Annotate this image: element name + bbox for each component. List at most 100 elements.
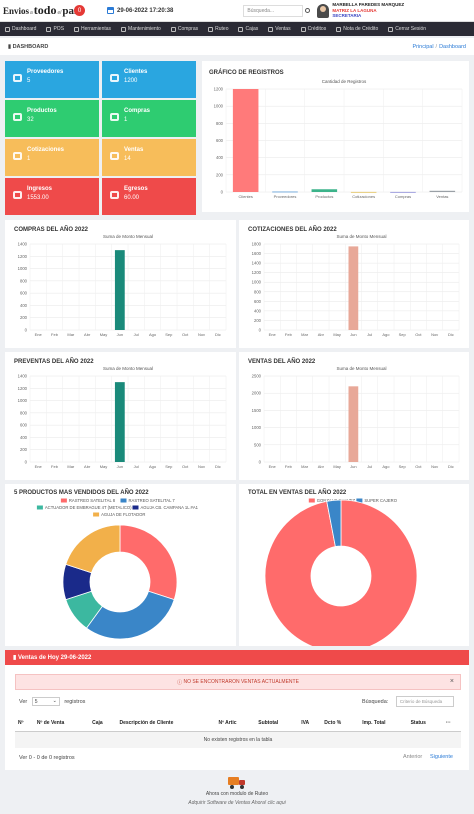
brand-logo[interactable]: Envios a todo el país [0,3,81,18]
x-tick-label: Oct [415,332,422,337]
nav-nota-credito[interactable]: Nota de Crédito [331,22,383,36]
tile-label: Ventas [124,147,144,153]
total-ventas-title: TOTAL EN VENTAS DEL AÑO 2022 [248,490,347,496]
tile-label: Egresos [124,186,148,192]
notification-bell-icon[interactable]: 0 [74,5,85,16]
compras-title: COMPRAS DEL AÑO 2022 [14,227,89,233]
tile-cotizaciones[interactable]: Cotizaciones 1 [5,139,99,176]
calendar-icon [107,7,114,14]
user-menu[interactable]: MARBELLA PAREDES MARQUEZ MATRIZ LA LAGUN… [317,2,404,19]
nav-label: POS [53,26,65,32]
previous-page-button[interactable]: Anterior [403,754,423,760]
breadcrumb-current: Dashboard [439,43,466,50]
tile-clientes[interactable]: Clientes 1200 [102,61,196,98]
search-icon[interactable] [305,7,311,13]
x-tick-label: Jul [134,464,139,469]
page-length-select[interactable]: 5 ⌄ [31,697,60,706]
y-tick-label: 2000 [252,391,262,396]
bar [429,190,456,192]
col-status[interactable]: Status [407,715,443,732]
tile-value: 1200 [124,78,138,84]
x-tick-label: Feb [51,332,59,337]
nav-label: Nota de Crédito [343,26,379,32]
nav-ruteo[interactable]: Ruteo [203,22,233,36]
logo-text-3: todo [33,3,57,17]
y-tick-label: 800 [20,410,28,415]
y-tick-label: 1400 [18,374,28,379]
registros-card: GRÁFICO DE REGISTROS Cantidad de Registr… [202,61,469,212]
nav-label: Créditos [307,26,327,32]
y-tick-label: 400 [20,435,28,440]
table-search-placeholder: Criterio de Búsqueda [399,699,443,704]
nav-cajas[interactable]: Cajas [233,22,263,36]
col-cliente[interactable]: Descripción de Cliente [116,715,216,732]
col-n-venta[interactable]: Nº de Venta [33,715,90,732]
pie-slice [119,524,178,601]
breadcrumb-home[interactable]: Principal [412,43,434,50]
nav-creditos[interactable]: Créditos [296,22,332,36]
x-tick-label: Dic [215,464,221,469]
tile-label: Cotizaciones [27,147,65,153]
tile-productos[interactable]: Productos 32 [5,100,99,137]
users-icon [110,74,119,82]
nav-label: Cajas [245,26,259,32]
ventas-chart: Suma de Monto Mensual 0 500 1000 1500 2000 250… [252,366,460,469]
x-tick-label: Abr [84,464,91,469]
chart-title: Suma de Monto Mensual [103,366,153,371]
x-tick-label: Productos [315,194,333,199]
x-tick-label: May [100,332,108,337]
y-tick-label: 1800 [252,242,262,247]
bar [232,89,259,192]
col-dcto[interactable]: Dcto % [321,715,360,732]
footer-buy-link[interactable]: Adquirir Software de Ventas Ahora! clic … [188,800,286,806]
y-tick-label: 1500 [252,408,262,413]
avatar[interactable] [317,3,330,18]
table-search-label: Búsqueda: [362,698,389,705]
col-n[interactable]: Nº [15,715,34,732]
bar [348,246,359,330]
nav-ventas[interactable]: Ventas [263,22,295,36]
next-page-button[interactable]: Siguiente [430,754,453,760]
y-tick-label: 400 [216,155,224,160]
x-tick-label: Cotizaciones [352,194,375,199]
table-search-input[interactable]: Criterio de Búsqueda [395,696,454,707]
nav-cerrar-sesion[interactable]: Cerrar Sesión [383,22,431,36]
x-tick-label: Nov [198,332,205,337]
close-icon[interactable]: × [449,678,454,685]
logo-text-4: el [57,10,62,16]
tile-ingresos[interactable]: Ingresos 1553.00 [5,178,99,215]
tile-ventas[interactable]: Ventas 14 [102,139,196,176]
nav-pos[interactable]: POS [41,22,69,36]
col-caja[interactable]: Caja [89,715,117,732]
y-tick-label: 800 [216,121,224,126]
tile-egresos[interactable]: Egresos 60.00 [102,178,196,215]
route-icon [208,26,214,32]
preventas-chart: Suma de Monto Mensual 0 200 400 600 800 1000 12… [18,366,227,469]
y-tick-label: 0 [259,328,262,333]
col-subtotal[interactable]: Subtotal [255,715,299,732]
col-iva[interactable]: IVA [298,715,322,732]
nav-dashboard[interactable]: Dashboard [0,22,41,36]
nav-label: Compras [177,26,199,32]
stats-card: Proveedores 5 Clientes 1200 Productos 32… [0,58,202,218]
nav-compras[interactable]: Compras [166,22,203,36]
nav-herramientas[interactable]: Herramientas [69,22,116,36]
table-search: Búsqueda: Criterio de Búsqueda [362,696,454,707]
x-tick-label: Oct [415,464,422,469]
search-input[interactable]: Búsqueda... [243,4,311,17]
tile-compras[interactable]: Compras 1 [102,100,196,137]
nav-mantenimiento[interactable]: Mantenimiento [116,22,166,36]
x-tick-label: Mar [67,464,75,469]
tile-value: 5 [27,78,31,84]
tile-proveedores[interactable]: Proveedores 5 [5,61,99,98]
col-n-artic[interactable]: Nº Artic [215,715,256,732]
cubes-icon [13,113,22,121]
show-label: Ver [19,698,28,705]
bar [311,189,338,192]
x-tick-label: Mar [301,464,309,469]
x-tick-label: Sep [165,464,173,469]
col-imp-total[interactable]: Imp. Total [359,715,408,732]
col-actions[interactable]: ··· [442,715,461,732]
ventas-hoy-title: Ventas de Hoy 29-06-2022 [17,654,92,661]
x-tick-label: Ventas [436,194,448,199]
